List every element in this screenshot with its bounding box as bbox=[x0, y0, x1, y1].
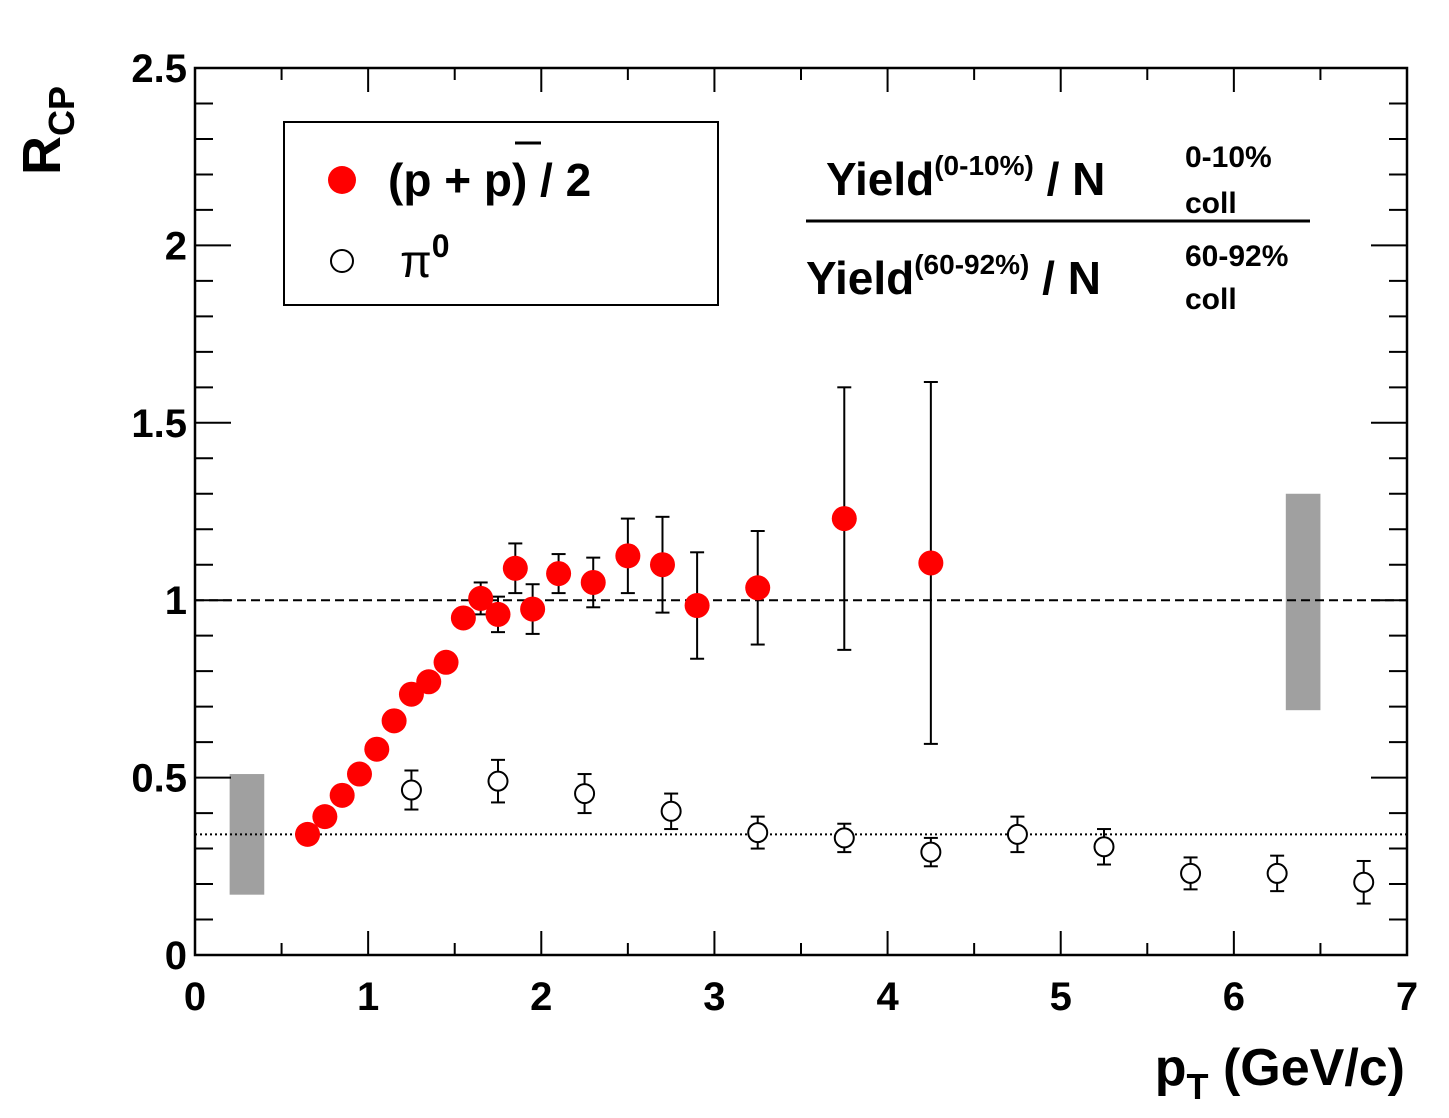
axis-ticks bbox=[194, 67, 1408, 956]
proton-point bbox=[918, 550, 944, 576]
x-tick-label: 2 bbox=[530, 975, 552, 1019]
formula-numerator-sub: coll bbox=[1185, 187, 1237, 220]
y-tick-label: 0.5 bbox=[131, 757, 187, 801]
x-tick-label: 5 bbox=[1050, 975, 1072, 1019]
x-tick-label: 0 bbox=[184, 975, 206, 1019]
proton-point bbox=[468, 585, 494, 611]
y-axis-label-main: R bbox=[12, 136, 72, 175]
y-tick-label: 1.5 bbox=[131, 402, 187, 446]
pion-point bbox=[487, 770, 509, 792]
legend-label-proton: (p + p) / 2 bbox=[388, 154, 591, 206]
pion-point bbox=[1006, 823, 1028, 845]
error-bars bbox=[404, 380, 1371, 905]
proton-point bbox=[295, 821, 321, 847]
systematic-bands bbox=[229, 493, 1321, 895]
x-axis-label-sub: T bbox=[1187, 1066, 1209, 1107]
legend: (p + p) / 2 π0 bbox=[283, 121, 719, 306]
x-tick-label: 4 bbox=[876, 975, 899, 1019]
formula-denominator-sup: 60-92% bbox=[1185, 240, 1288, 273]
proton-point bbox=[381, 708, 407, 734]
proton-point bbox=[485, 601, 511, 627]
svg-text:RCP: RCP bbox=[12, 86, 82, 175]
proton-point bbox=[520, 596, 546, 622]
pion-point bbox=[1266, 862, 1288, 884]
pion-point bbox=[660, 800, 682, 822]
x-axis-label: pT (GeV/c) bbox=[1155, 1039, 1405, 1107]
rcp-formula: Yield(0-10%) / N 0-10% coll Yield(60-92%… bbox=[806, 141, 1310, 316]
proton-point bbox=[502, 555, 528, 581]
proton-point bbox=[416, 669, 442, 695]
proton-point bbox=[831, 506, 857, 532]
y-tick-label: 2.5 bbox=[131, 47, 187, 91]
legend-label-pion: π0 bbox=[400, 228, 450, 287]
x-tick-label: 6 bbox=[1223, 975, 1245, 1019]
pion-point bbox=[833, 827, 855, 849]
proton-point bbox=[546, 561, 572, 587]
proton-point bbox=[364, 736, 390, 762]
pion-point bbox=[574, 783, 596, 805]
pion-point bbox=[400, 779, 422, 801]
proton-point bbox=[649, 552, 675, 578]
formula-numerator: Yield(0-10%) / N bbox=[826, 150, 1105, 205]
x-tick-label: 1 bbox=[357, 975, 379, 1019]
proton-point bbox=[329, 782, 355, 808]
systematic-band bbox=[1285, 493, 1321, 711]
pion-point bbox=[1353, 871, 1375, 893]
legend-box bbox=[283, 121, 719, 306]
x-axis-label-main: p bbox=[1155, 1039, 1187, 1097]
formula-numerator-sup: 0-10% bbox=[1185, 141, 1272, 174]
proton-point bbox=[433, 649, 459, 675]
tick-labels: 0 1 2 3 4 5 6 7 0 0.5 1 1.5 2 2.5 bbox=[131, 47, 1418, 1019]
y-tick-label: 1 bbox=[165, 579, 187, 623]
legend-marker-proton bbox=[328, 166, 356, 194]
y-tick-label: 2 bbox=[165, 224, 187, 268]
x-axis-label-unit: (GeV/c) bbox=[1209, 1039, 1406, 1097]
proton-point bbox=[745, 575, 771, 601]
formula-denominator-sub: coll bbox=[1185, 283, 1237, 316]
proton-point bbox=[312, 804, 338, 830]
proton-point bbox=[580, 569, 606, 595]
x-tick-label: 7 bbox=[1396, 975, 1418, 1019]
pion-point bbox=[920, 841, 942, 863]
legend-marker-pion bbox=[330, 249, 354, 273]
pion-point bbox=[1180, 862, 1202, 884]
proton-point bbox=[450, 605, 476, 631]
proton-point bbox=[684, 593, 710, 619]
y-axis-label-sub: CP bbox=[41, 86, 82, 136]
y-axis-label: RCP bbox=[12, 86, 82, 175]
formula-denominator: Yield(60-92%) / N bbox=[806, 249, 1101, 304]
x-tick-label: 3 bbox=[703, 975, 725, 1019]
pion-point bbox=[1093, 836, 1115, 858]
y-tick-label: 0 bbox=[165, 934, 187, 978]
reference-lines bbox=[195, 599, 1407, 836]
proton-point bbox=[615, 543, 641, 569]
proton-point bbox=[346, 761, 372, 787]
proton-point bbox=[398, 681, 424, 707]
pion-point bbox=[747, 822, 769, 844]
data-points bbox=[295, 506, 1375, 893]
